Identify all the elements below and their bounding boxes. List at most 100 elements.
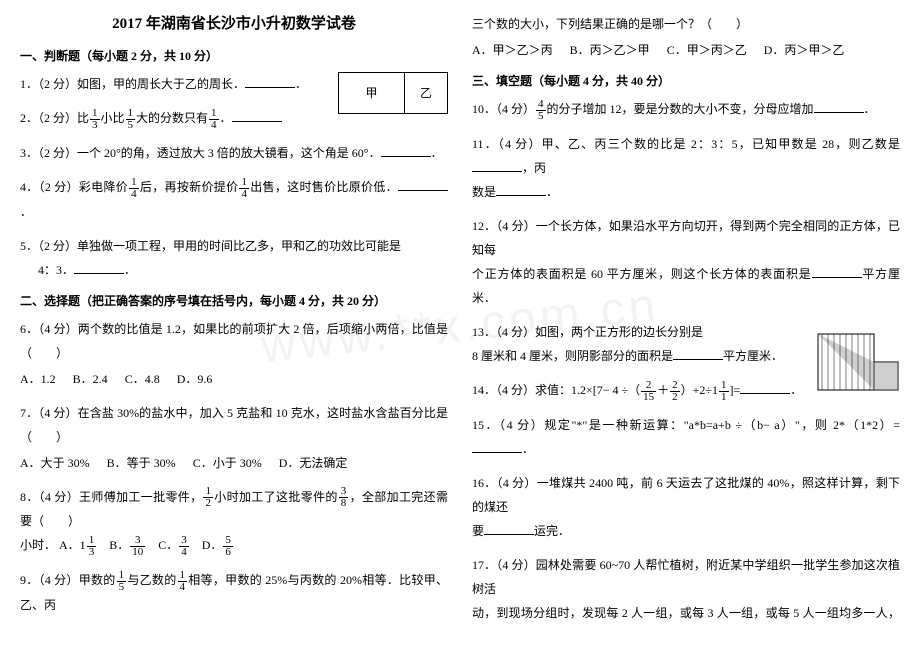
opt: B．丙＞乙＞甲 [570, 43, 650, 57]
q14-a: 14．（4 分）求值：1.2×[7− 4 ÷（ [472, 383, 640, 397]
frac-icon: 22 [670, 380, 680, 403]
frac-icon: 13 [90, 108, 100, 131]
blank [673, 348, 723, 360]
opt: D．无法确定 [279, 456, 348, 470]
blank [74, 262, 124, 274]
blank [740, 382, 790, 394]
blank [398, 179, 448, 191]
opt: C．甲＞丙＞乙 [667, 43, 747, 57]
q11-a: 11．（4 分）甲、乙、丙三个数的比是 2：3：5，已知甲数是 28，则乙数是 [472, 137, 900, 151]
q8-d: 小时． [20, 538, 56, 552]
blank [814, 101, 864, 113]
q10-c: ． [864, 102, 876, 116]
q14-c: ）+2÷1 [681, 383, 718, 397]
exam-page: 2017 年湖南省长沙市小升初数学试卷 一、判断题（每小题 2 分，共 10 分… [0, 0, 920, 651]
q15-a: 15．（4 分）规定"*"是一种新运算："a*b=a+b ÷（b− a）"，则 … [472, 418, 900, 432]
opt: C． [158, 538, 178, 552]
fig-q1-left: 甲 [339, 73, 405, 113]
q12-b: 个正方体的表面积是 60 平方厘米，则这个长方体的表面积是 [472, 267, 812, 281]
opt: B． [109, 538, 129, 552]
q16-b: 要 [472, 524, 484, 538]
q6: 6．（4 分）两个数的比值是 1.2，如果比的前项扩大 2 倍，后项缩小两倍，比… [20, 317, 448, 391]
q4-c: 出售，这时售价比原价低． [250, 180, 398, 194]
opt: D．9.6 [177, 372, 213, 386]
fig-q13 [816, 320, 900, 398]
q13-a: 13．（4 分）如图，两个正方形的边长分别是 [472, 325, 703, 339]
q12: 12．（4 分）一个长方体，如果沿水平方向切开，得到两个完全相同的正方体，已知每… [472, 214, 900, 310]
q4-b: 后，再按新价提价 [140, 180, 239, 194]
fig-q1-right: 乙 [405, 73, 447, 113]
opt: A．1 [59, 538, 86, 552]
q13: 13．（4 分）如图，两个正方形的边长分别是 8 厘米和 4 厘米，则阴影部分的… [472, 320, 900, 368]
q1-text: 1．（2 分）如图，甲的周长大于乙的周长． [20, 77, 245, 91]
fig-q1: 甲 乙 [338, 72, 448, 114]
q3-a: 3．（2 分）一个 20°的角，透过放大 3 倍的放大镜看，这个角是 60°． [20, 146, 381, 160]
opt: B．等于 30% [107, 456, 176, 470]
q4-a: 4．（2 分）彩电降价 [20, 180, 128, 194]
q7-a: 7．（4 分）在含盐 30%的盐水中，加入 5 克盐和 10 克水，这时盐水含盐… [20, 406, 448, 444]
frac-icon: 13 [87, 535, 97, 558]
blank [496, 184, 546, 196]
q8-a: 8．（4 分）王师傅加工一批零件， [20, 490, 202, 504]
q13-c: 平方厘米． [723, 349, 783, 363]
q5-a: 5．（2 分）单独做一项工程，甲用的时间比乙多，甲和乙的功效比可能是 [20, 239, 401, 253]
frac-icon: 310 [130, 535, 145, 558]
opt: B．2.4 [73, 372, 108, 386]
blank [232, 110, 282, 122]
opt: D．丙＞甲＞乙 [764, 43, 845, 57]
section-1-head: 一、判断题（每小题 2 分，共 10 分） [20, 47, 448, 64]
blank [245, 76, 295, 88]
q16-a: 16．（4 分）一堆煤共 2400 吨，前 6 天运去了这批煤的 40%，照这样… [472, 476, 900, 514]
q12-a: 12．（4 分）一个长方体，如果沿水平方向切开，得到两个完全相同的正方体，已知每 [472, 219, 900, 257]
frac-icon: 15 [117, 570, 127, 593]
frac-icon: 12 [203, 486, 213, 509]
opt: A．大于 30% [20, 456, 90, 470]
blank [472, 160, 522, 172]
frac-icon: 14 [178, 570, 188, 593]
q4: 4．（2 分）彩电降价14后，再按新价提价14出售，这时售价比原价低．． [20, 175, 448, 224]
blank [472, 441, 522, 453]
opt: A．1.2 [20, 372, 56, 386]
blank [812, 266, 862, 278]
q3: 3．（2 分）一个 20°的角，透过放大 3 倍的放大镜看，这个角是 60°．． [20, 141, 448, 165]
blank [484, 523, 534, 535]
q9-a: 9．（4 分）甲数的 [20, 573, 116, 587]
frac-icon: 14 [239, 177, 249, 200]
frac-icon: 11 [719, 380, 729, 403]
q4-d: ． [20, 205, 32, 219]
q10-b: 的分子增加 12，要是分数的大小不变，分母应增加 [547, 102, 814, 116]
opt: A．甲＞乙＞丙 [472, 43, 553, 57]
q13-b: 8 厘米和 4 厘米，则阴影部分的面积是 [472, 349, 673, 363]
q2-d: ． [220, 111, 232, 125]
q7-opts: A．大于 30% B．等于 30% C．小于 30% D．无法确定 [20, 451, 448, 475]
q9-b: 与乙数的 [127, 573, 176, 587]
frac-icon: 14 [209, 108, 219, 131]
opt: C．小于 30% [193, 456, 262, 470]
q8: 8．（4 分）王师傅加工一批零件，12小时加工了这批零件的38，全部加工完还需要… [20, 485, 448, 559]
q15-b: ． [522, 442, 534, 456]
section-2-head: 二、选择题（把正确答案的序号填在括号内，每小题 4 分，共 20 分） [20, 292, 448, 309]
q2-a: 2．（2 分）比 [20, 111, 89, 125]
q11-c: 数是 [472, 185, 496, 199]
frac-icon: 38 [339, 486, 349, 509]
q9-d: 三个数的大小，下列结果正确的是哪一个？（ ） [472, 17, 748, 31]
frac-icon: 15 [126, 108, 136, 131]
q1: 甲 乙 1．（2 分）如图，甲的周长大于乙的周长．． [20, 72, 448, 96]
q14-d: ]= [730, 383, 741, 397]
opt: C．4.8 [125, 372, 160, 386]
q14-b: ＋ [657, 383, 669, 397]
q2-c: 大的分数只有 [136, 111, 208, 125]
q16-c: 运完． [534, 524, 570, 538]
q7: 7．（4 分）在含盐 30%的盐水中，加入 5 克盐和 10 克水，这时盐水含盐… [20, 401, 448, 475]
q10-a: 10．（4 分） [472, 102, 535, 116]
q1-post: ． [295, 77, 307, 91]
q5: 5．（2 分）单独做一项工程，甲用的时间比乙多，甲和乙的功效比可能是 4：3．． [20, 234, 448, 282]
q9-opts: A．甲＞乙＞丙 B．丙＞乙＞甲 C．甲＞丙＞乙 D．丙＞甲＞乙 [472, 38, 900, 62]
q5-c: ． [124, 263, 136, 277]
q14-e: ． [790, 383, 802, 397]
frac-icon: 215 [641, 380, 656, 403]
q10: 10．（4 分）45的分子增加 12，要是分数的大小不变，分母应增加． [472, 97, 900, 122]
q15: 15．（4 分）规定"*"是一种新运算："a*b=a+b ÷（b− a）"，则 … [472, 413, 900, 461]
q16: 16．（4 分）一堆煤共 2400 吨，前 6 天运去了这批煤的 40%，照这样… [472, 471, 900, 543]
section-3-head: 三、填空题（每小题 4 分，共 40 分） [472, 72, 900, 89]
